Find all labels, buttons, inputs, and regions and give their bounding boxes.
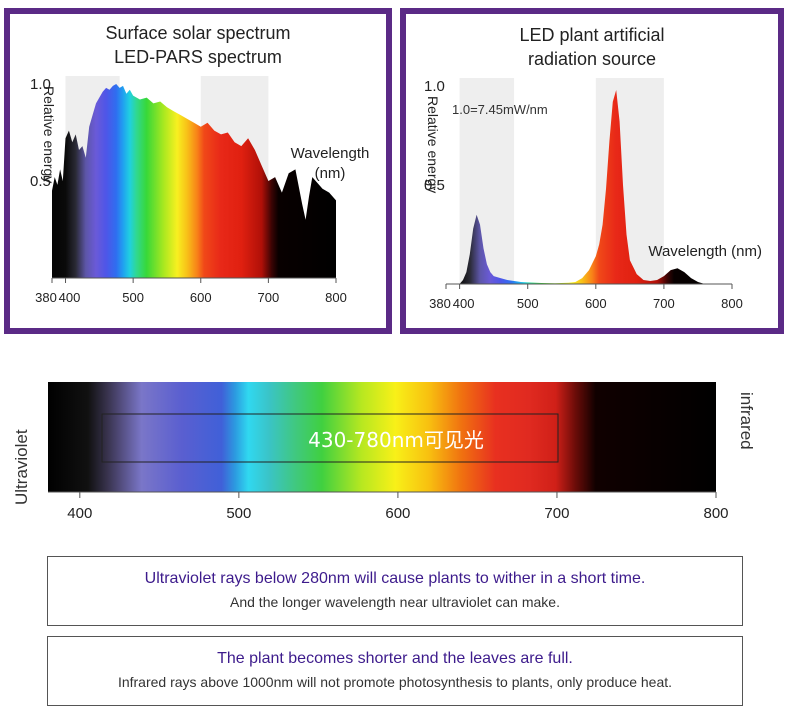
led-chart: 380 400 500 600 700 800 0.5 1.0 Relative energ… [424, 78, 762, 311]
x-tick-label: 700 [258, 290, 280, 305]
x-tick-label: 800 [721, 296, 743, 311]
spectrum-band: 430-780nm可见光 400 500 600 700 800 [48, 382, 729, 522]
band-tick-label: 500 [226, 505, 251, 522]
info-box-infrared: The plant becomes shorter and the leaves… [47, 636, 743, 706]
x-tick-label: 400 [59, 290, 81, 305]
spectrum-band-section: Ultraviolet [0, 370, 790, 530]
band-tick-label: 400 [67, 505, 92, 522]
led-title-line2: radiation source [527, 49, 657, 69]
x-tick-label: 400 [453, 296, 475, 311]
solar-title-line1: Surface solar spectrum [105, 23, 291, 43]
info-box2-sub-text: Infrared rays above 1000nm will not prom… [117, 674, 673, 690]
solar-spectrum-card: Surface solar spectrum LED-PARS spectrum… [10, 14, 386, 328]
solar-y-ticks: 0.5 1.0 [30, 76, 51, 190]
band-ticks: 400 500 600 700 800 [67, 492, 729, 522]
led-y-axis-label: Relative energy [425, 96, 441, 193]
x-tick-label: 500 [122, 290, 144, 305]
band-tick-label: 800 [703, 505, 728, 522]
x-tick-label: 600 [585, 296, 607, 311]
solar-spectrum-area [52, 84, 336, 278]
x-tick-label: 500 [517, 296, 539, 311]
solar-x-ticks: 380 400 500 600 700 800 [35, 278, 347, 305]
band-tick-label: 600 [385, 505, 410, 522]
solar-title-line2: LED-PARS spectrum [114, 47, 282, 67]
solar-x-axis-label-line2: (nm) [315, 165, 346, 182]
infrared-label: infrared [737, 392, 756, 450]
info-box1-main-text: Ultraviolet rays below 280nm will cause … [144, 570, 646, 587]
info-box2-main-text: The plant becomes shorter and the leaves… [217, 650, 573, 667]
led-y-ticks: 0.5 1.0 [424, 78, 445, 194]
visible-range-frame [101, 413, 559, 463]
x-tick-label: 380 [429, 296, 451, 311]
spectrum-gradient-bar [48, 382, 716, 492]
x-tick-label: 700 [653, 296, 675, 311]
solar-spectrum-panel: Surface solar spectrum LED-PARS spectrum… [4, 8, 392, 334]
band-tick-label: 700 [544, 505, 569, 522]
visible-range-label: 430-780nm可见光 [308, 428, 484, 452]
solar-x-axis-label-line1: Wavelength [291, 145, 370, 162]
led-x-ticks: 380 400 500 600 700 800 [429, 284, 743, 311]
y-tick-label: 1.0 [30, 76, 51, 93]
x-tick-label: 380 [35, 290, 57, 305]
background-band-0 [459, 78, 515, 284]
info-box1-sub-text: And the longer wavelength near ultraviol… [230, 594, 560, 610]
y-tick-label: 1.0 [424, 78, 445, 95]
solar-chart: 380 400 500 600 700 800 0.5 1.0 Relative energ… [30, 76, 370, 305]
x-tick-label: 800 [325, 290, 347, 305]
solar-y-axis-label: Relative energy [41, 86, 57, 183]
led-spectrum-area [459, 90, 705, 284]
led-scale-note: 1.0=7.45mW/nm [452, 102, 548, 117]
led-spectrum-panel: LED plant artificial radiation source 38… [400, 8, 784, 334]
led-spectrum-card: LED plant artificial radiation source 38… [406, 14, 778, 328]
x-tick-label: 600 [190, 290, 212, 305]
led-title-line1: LED plant artificial [519, 25, 665, 45]
led-x-axis-label: Wavelength (nm) [648, 243, 762, 260]
y-tick-label: 0.5 [30, 173, 51, 190]
info-box-ultraviolet: Ultraviolet rays below 280nm will cause … [47, 556, 743, 626]
y-tick-label: 0.5 [424, 177, 445, 194]
